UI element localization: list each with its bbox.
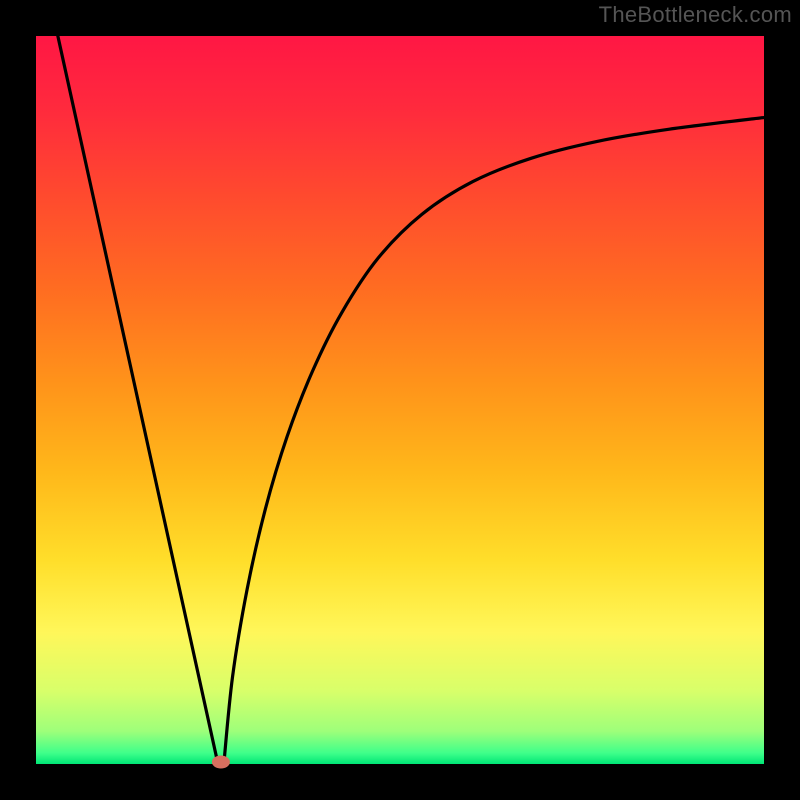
watermark-text: TheBottleneck.com: [599, 2, 792, 28]
gradient-panel: [36, 36, 764, 764]
optimal-point-marker: [212, 756, 230, 769]
chart-container: TheBottleneck.com: [0, 0, 800, 800]
bottleneck-chart: [0, 0, 800, 800]
